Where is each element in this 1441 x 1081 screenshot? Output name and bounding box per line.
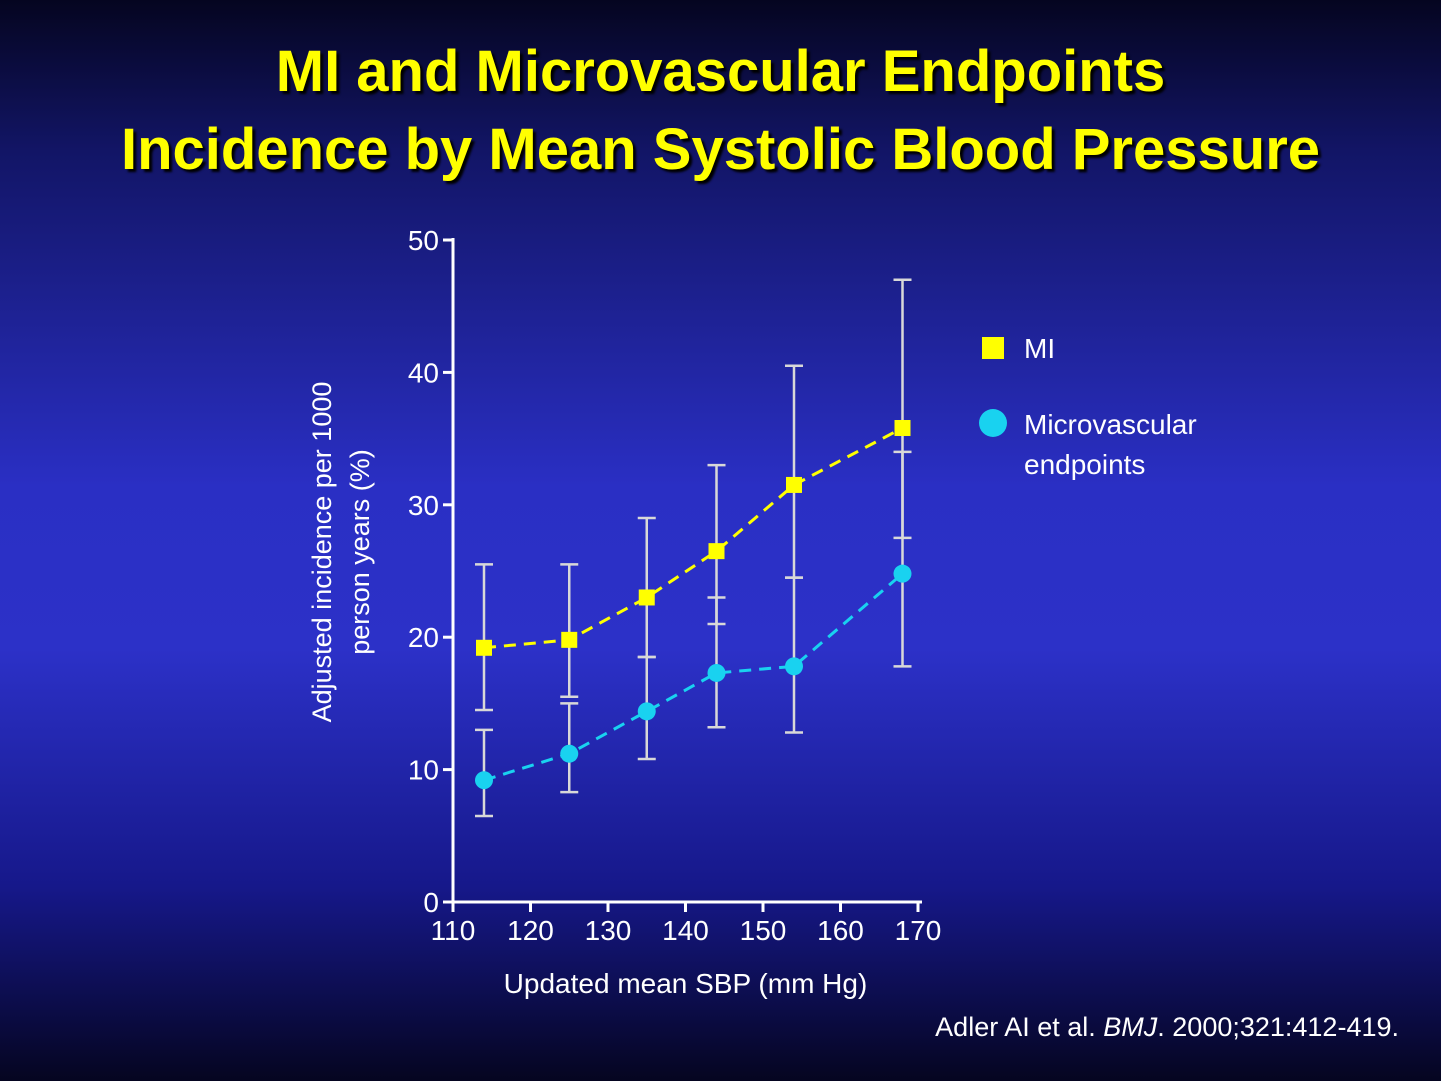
- data-point-microvascular: [475, 771, 493, 790]
- legend-label-microvascular: Microvascular: [1024, 409, 1197, 440]
- y-tick-label: 20: [408, 622, 439, 653]
- legend-label-mi: MI: [1024, 333, 1055, 364]
- y-tick-label: 30: [408, 490, 439, 521]
- y-tick-label: 50: [408, 225, 439, 256]
- legend-marker-microvascular: [979, 409, 1007, 437]
- data-point-mi: [708, 543, 725, 560]
- data-point-mi: [894, 420, 911, 437]
- y-tick-label: 10: [408, 755, 439, 786]
- data-point-microvascular: [560, 744, 579, 763]
- y-axis-label-line: person years (%): [345, 449, 375, 655]
- y-tick-label: 0: [423, 887, 439, 918]
- x-tick-label: 150: [740, 915, 787, 946]
- data-point-mi: [476, 639, 492, 656]
- y-axis-label-line: Adjusted incidence per 1000: [307, 382, 337, 723]
- slide-title-line1: MI and Microvascular Endpoints: [275, 39, 1166, 104]
- x-tick-label: 170: [895, 915, 942, 946]
- citation-details: . 2000;321:412-419.: [1157, 1012, 1399, 1042]
- x-tick-label: 140: [662, 915, 709, 946]
- x-tick-label: 120: [507, 915, 554, 946]
- y-axis-label: Adjusted incidence per 1000 person years …: [307, 382, 375, 723]
- x-tick-label: 110: [431, 915, 476, 946]
- x-tick-label: 130: [585, 915, 632, 946]
- series-line-1: [483, 572, 904, 782]
- citation-authors: Adler AI et al.: [935, 1012, 1096, 1042]
- citation: Adler AI et al. BMJ. 2000;321:412-419.: [935, 1012, 1399, 1043]
- data-point-microvascular: [637, 702, 656, 721]
- data-point-microvascular: [893, 564, 912, 583]
- data-point-mi: [561, 631, 578, 648]
- slide-title-line2: Incidence by Mean Systolic Blood Pressur…: [120, 117, 1321, 182]
- series-line-0: [483, 426, 904, 650]
- y-tick-label: 40: [408, 357, 439, 388]
- data-point-mi: [786, 476, 802, 493]
- x-axis-label: Updated mean SBP (mm Hg): [504, 968, 868, 999]
- legend-label-microvascular: endpoints: [1024, 449, 1145, 480]
- data-point-mi: [638, 589, 655, 606]
- x-tick-label: 160: [817, 915, 864, 946]
- data-point-microvascular: [707, 663, 726, 682]
- legend-marker-mi: [982, 337, 1004, 359]
- data-point-microvascular: [785, 657, 803, 676]
- citation-journal: BMJ: [1103, 1012, 1158, 1042]
